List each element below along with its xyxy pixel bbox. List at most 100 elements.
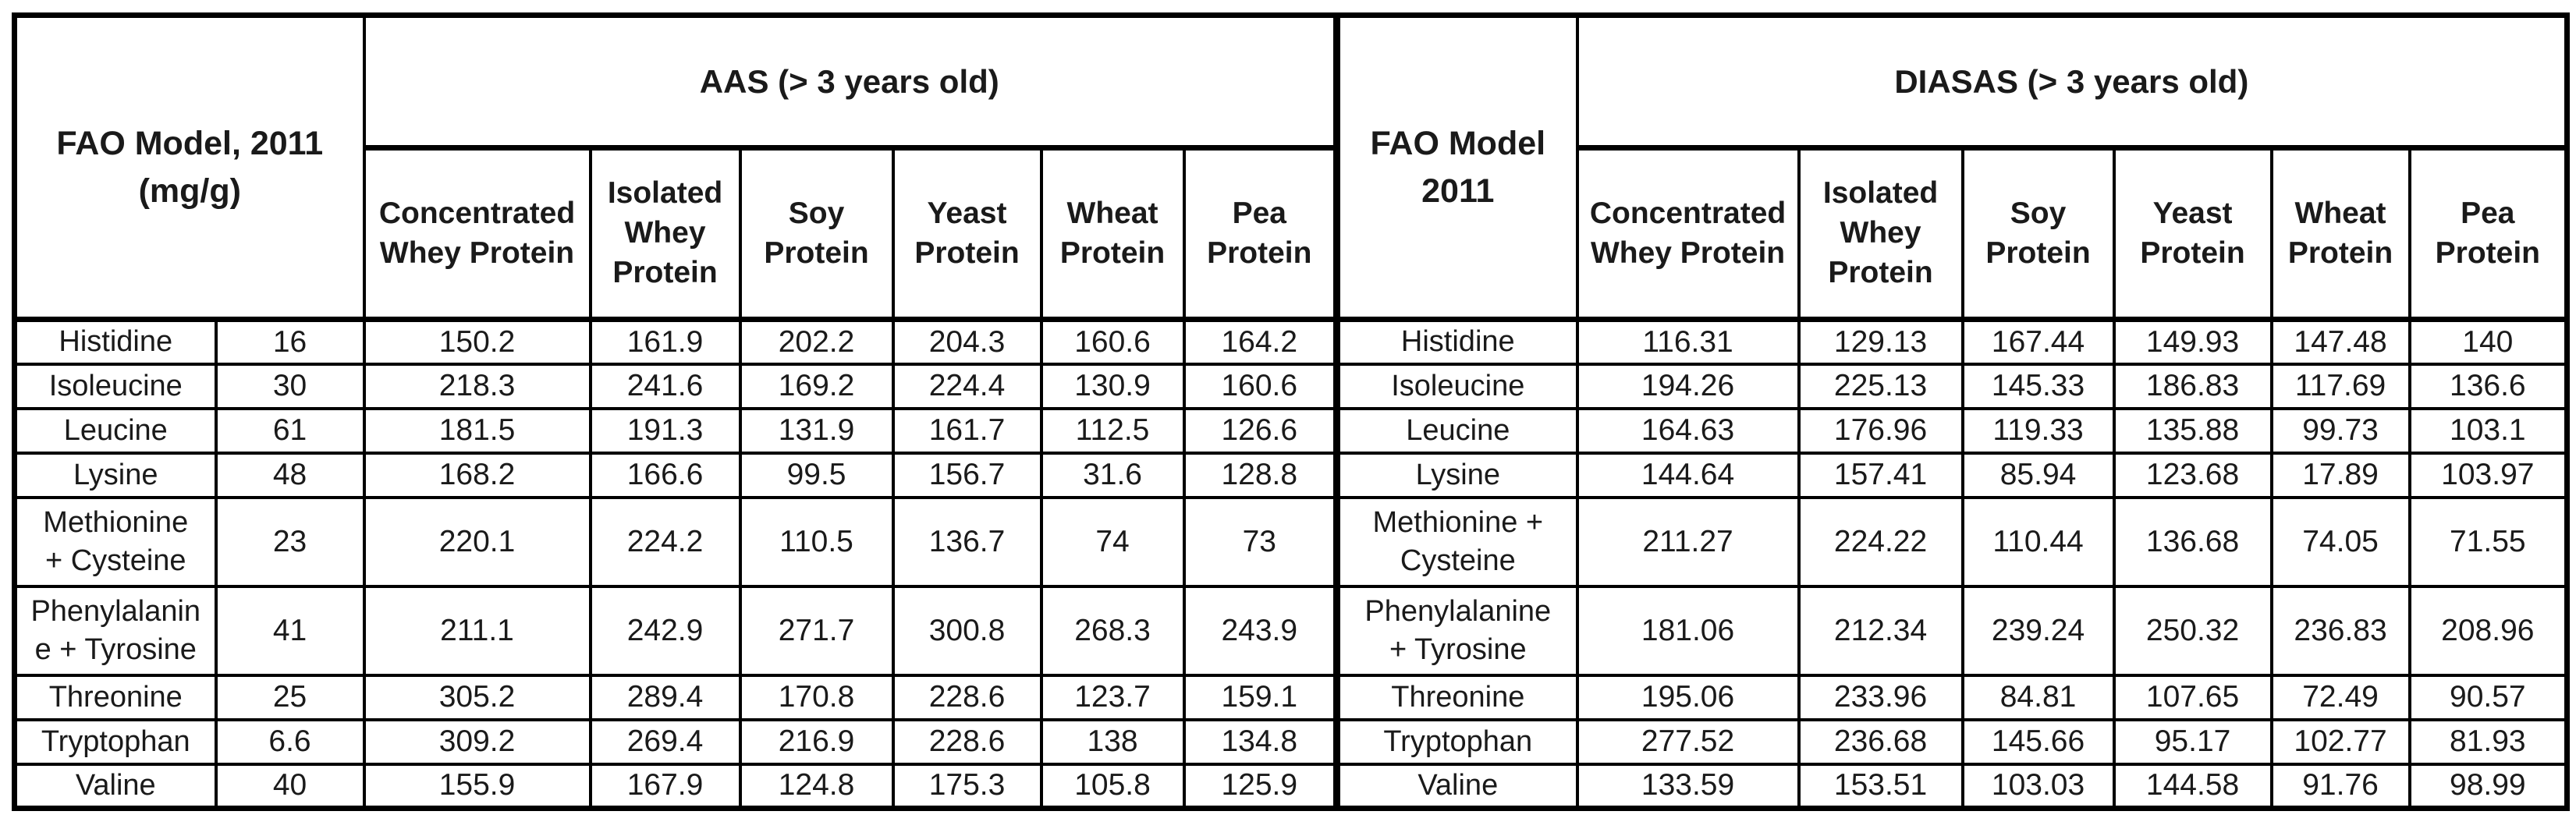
table-row-valine: Valine 40 155.9 167.9 124.8 175.3 105.8 … [12,762,2569,810]
value-cell: 239.24 [1960,584,2116,677]
row-label: Methionine + Cysteine [12,495,218,588]
column-header-diasas-soy: Soy Protein [1960,146,2116,322]
value-cell: 242.9 [588,584,742,677]
value-cell: 204.3 [891,317,1043,366]
value-cell: 129.13 [1797,317,1964,366]
value-cell: 95.17 [2112,717,2273,766]
value-cell: 169.2 [738,362,895,410]
value-cell: 164.63 [1575,406,1801,455]
fao-value-cell: 16 [214,317,366,366]
value-cell: 195.06 [1575,673,1801,721]
value-cell: 145.66 [1960,717,2116,766]
row-label: Leucine [1333,406,1579,455]
row-label: Valine [12,762,218,810]
value-cell: 153.51 [1797,762,1964,810]
row-label: Threonine [12,673,218,721]
value-cell: 98.99 [2407,762,2569,810]
value-cell: 186.83 [2112,362,2273,410]
value-cell: 124.8 [738,762,895,810]
row-label: Methionine + Cysteine [1333,495,1579,588]
value-cell: 156.7 [891,451,1043,499]
amino-acid-score-table: FAO Model, 2011 (mg/g) AAS (> 3 years ol… [12,12,2571,811]
fao-model-right-header: FAO Model 2011 [1333,13,1579,322]
column-header-diasas-pea: Pea Protein [2407,146,2569,322]
fao-model-left-header: FAO Model, 2011 (mg/g) [12,13,366,322]
row-label: Tryptophan [1333,717,1579,766]
value-cell: 211.27 [1575,495,1801,588]
value-cell: 167.9 [588,762,742,810]
row-label: Histidine [12,317,218,366]
value-cell: 72.49 [2269,673,2411,721]
value-cell: 224.22 [1797,495,1964,588]
value-cell: 81.93 [2407,717,2569,766]
fao-value-cell: 48 [214,451,366,499]
aas-group-header: AAS (> 3 years old) [362,13,1339,151]
value-cell: 271.7 [738,584,895,677]
value-cell: 269.4 [588,717,742,766]
value-cell: 147.48 [2269,317,2411,366]
column-header-diasas-concentrated-whey: Concentrated Whey Protein [1575,146,1801,322]
value-cell: 107.65 [2112,673,2273,721]
value-cell: 160.6 [1039,317,1186,366]
value-cell: 300.8 [891,584,1043,677]
value-cell: 250.32 [2112,584,2273,677]
value-cell: 157.41 [1797,451,1964,499]
value-cell: 138 [1039,717,1186,766]
value-cell: 134.8 [1182,717,1339,766]
value-cell: 133.59 [1575,762,1801,810]
value-cell: 136.7 [891,495,1043,588]
table-row-phenylalanine-tyrosine: Phenylalanin e + Tyrosine 41 211.1 242.9… [12,584,2569,677]
value-cell: 136.6 [2407,362,2569,410]
value-cell: 228.6 [891,673,1043,721]
value-cell: 224.4 [891,362,1043,410]
value-cell: 202.2 [738,317,895,366]
value-cell: 181.06 [1575,584,1801,677]
value-cell: 220.1 [362,495,592,588]
value-cell: 277.52 [1575,717,1801,766]
value-cell: 84.81 [1960,673,2116,721]
row-label: Leucine [12,406,218,455]
value-cell: 181.5 [362,406,592,455]
table-row-leucine: Leucine 61 181.5 191.3 131.9 161.7 112.5… [12,406,2569,455]
column-header-aas-pea: Pea Protein [1182,146,1339,322]
column-header-diasas-isolated-whey: Isolated Whey Protein [1797,146,1964,322]
diasas-group-header: DIASAS (> 3 years old) [1575,13,2569,151]
value-cell: 243.9 [1182,584,1339,677]
group-header-row: FAO Model, 2011 (mg/g) AAS (> 3 years ol… [12,13,2569,322]
value-cell: 17.89 [2269,451,2411,499]
fao-value-cell: 25 [214,673,366,721]
row-label: Phenylalanin e + Tyrosine [12,584,218,677]
value-cell: 73 [1182,495,1339,588]
table-row-threonine: Threonine 25 305.2 289.4 170.8 228.6 123… [12,673,2569,721]
value-cell: 144.64 [1575,451,1801,499]
value-cell: 85.94 [1960,451,2116,499]
table-row-isoleucine: Isoleucine 30 218.3 241.6 169.2 224.4 13… [12,362,2569,410]
value-cell: 175.3 [891,762,1043,810]
value-cell: 130.9 [1039,362,1186,410]
value-cell: 117.69 [2269,362,2411,410]
value-cell: 161.7 [891,406,1043,455]
column-header-diasas-yeast: Yeast Protein [2112,146,2273,322]
row-label: Tryptophan [12,717,218,766]
value-cell: 119.33 [1960,406,2116,455]
row-label: Threonine [1333,673,1579,721]
value-cell: 112.5 [1039,406,1186,455]
row-label: Lysine [1333,451,1579,499]
value-cell: 140 [2407,317,2569,366]
table-row-methionine-cysteine: Methionine + Cysteine 23 220.1 224.2 110… [12,495,2569,588]
row-label: Histidine [1333,317,1579,366]
row-label: Lysine [12,451,218,499]
row-label: Phenylalanine + Tyrosine [1333,584,1579,677]
value-cell: 144.58 [2112,762,2273,810]
value-cell: 136.68 [2112,495,2273,588]
value-cell: 224.2 [588,495,742,588]
value-cell: 170.8 [738,673,895,721]
fao-value-cell: 30 [214,362,366,410]
value-cell: 194.26 [1575,362,1801,410]
value-cell: 123.68 [2112,451,2273,499]
column-header-aas-isolated-whey: Isolated Whey Protein [588,146,742,322]
value-cell: 218.3 [362,362,592,410]
value-cell: 166.6 [588,451,742,499]
row-label: Valine [1333,762,1579,810]
